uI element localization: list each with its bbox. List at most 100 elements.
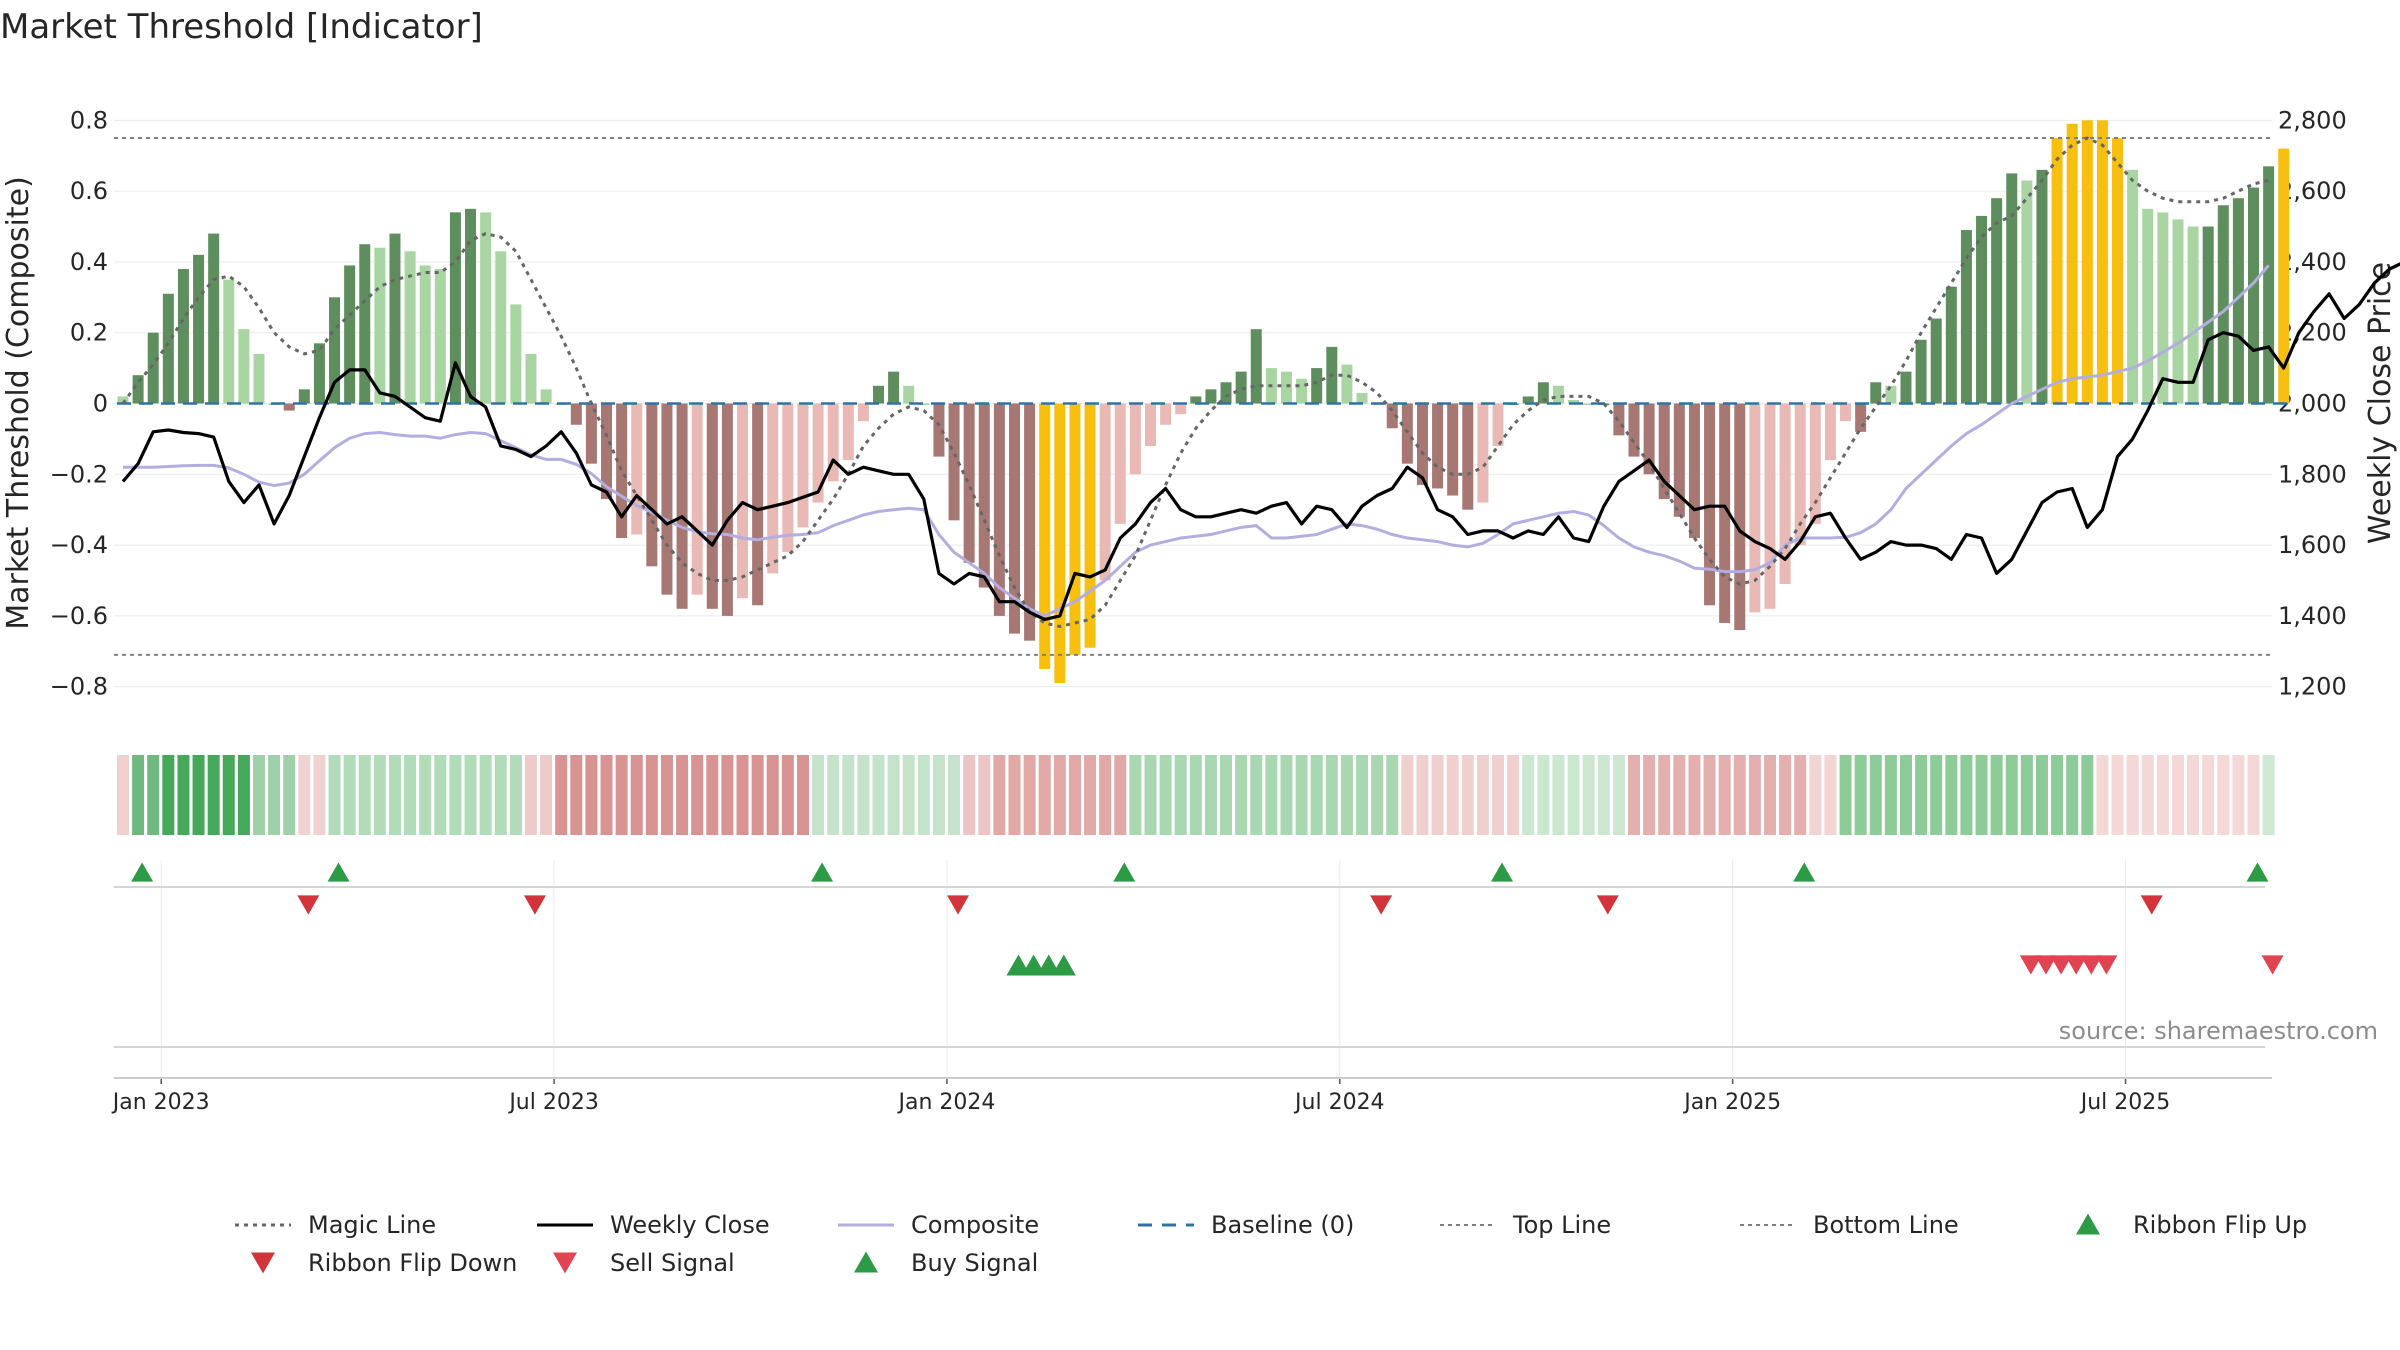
composite-bar xyxy=(812,403,824,503)
ribbon-cell xyxy=(1023,755,1036,835)
ribbon-cell xyxy=(1159,755,1172,835)
legend-label: Buy Signal xyxy=(911,1249,1038,1277)
composite-bar xyxy=(1855,403,1867,432)
sell-signal-marker xyxy=(2019,955,2042,975)
legend-swatch xyxy=(251,1252,275,1274)
sell-signal-marker xyxy=(2034,955,2057,975)
y-tick-label-right: 1,800 xyxy=(2278,460,2347,488)
ribbon-cell xyxy=(147,755,160,835)
ribbon-cell xyxy=(1507,755,1520,835)
composite-bar xyxy=(117,396,129,404)
composite-bar xyxy=(389,233,401,404)
composite-bar xyxy=(1296,378,1308,404)
legend-item: Baseline (0) xyxy=(1138,1211,1354,1239)
ribbon-cell xyxy=(2081,755,2094,835)
composite-bar xyxy=(797,403,809,528)
ribbon-cell xyxy=(645,755,658,835)
y-tick-label-right: 2,600 xyxy=(2278,177,2347,205)
x-tick-label: Jul 2023 xyxy=(507,1090,599,1115)
ribbon-cell xyxy=(434,755,447,835)
ribbon-cell xyxy=(1008,755,1021,835)
y-tick-label-left: 0 xyxy=(93,390,108,418)
composite-bar xyxy=(1160,403,1172,425)
composite-bar xyxy=(646,403,658,567)
composite-bar xyxy=(1688,403,1700,539)
ribbon-flip-up-marker xyxy=(327,862,350,882)
ribbon-cell xyxy=(1220,755,1233,835)
composite-bar xyxy=(721,403,733,616)
composite-bar xyxy=(177,268,189,404)
legend-label: Weekly Close xyxy=(610,1211,770,1239)
composite-bar xyxy=(1991,198,2003,404)
ribbon-cell xyxy=(1446,755,1459,835)
composite-bar xyxy=(1840,403,1852,422)
y-tick-label-right: 2,800 xyxy=(2278,106,2347,134)
ribbon-cell xyxy=(2156,755,2169,835)
ribbon-cell xyxy=(1265,755,1278,835)
weekly-close-line xyxy=(121,262,2400,621)
composite-bar xyxy=(585,403,597,464)
ribbon-cell xyxy=(2111,755,2124,835)
composite-bar xyxy=(737,403,749,599)
ribbon-cell xyxy=(615,755,628,835)
composite-bar xyxy=(1220,382,1232,404)
ribbon-cell xyxy=(781,755,794,835)
legend-swatch xyxy=(553,1252,577,1274)
ribbon-cell xyxy=(268,755,281,835)
composite-bar xyxy=(1311,368,1323,404)
composite-bar xyxy=(1522,396,1534,404)
y-tick-label-left: −0.4 xyxy=(50,531,108,559)
legend-item: Ribbon Flip Up xyxy=(2076,1211,2307,1239)
composite-bar xyxy=(1084,403,1096,648)
y-axis-ticks-right: 2,800 2,600 2,400 2,200 2,000 1,800 1,600 1,400… xyxy=(2278,106,2347,700)
ribbon-cell xyxy=(1567,755,1580,835)
series-lines xyxy=(121,136,2400,629)
ribbon-cell xyxy=(857,755,870,835)
ribbon-flip-up-marker xyxy=(131,862,154,882)
legend-swatch xyxy=(854,1251,878,1273)
ribbon-cell xyxy=(313,755,326,835)
ribbon-cell xyxy=(676,755,689,835)
composite-bar xyxy=(1144,403,1156,446)
ribbon-cell xyxy=(963,755,976,835)
ribbon-cell xyxy=(2035,755,2048,835)
ribbon-cell xyxy=(132,755,145,835)
ribbon-cell xyxy=(1340,755,1353,835)
ribbon-cell xyxy=(1899,755,1912,835)
composite-bar xyxy=(1477,403,1489,503)
composite-bar xyxy=(1356,392,1368,404)
ribbon-cell xyxy=(1915,755,1928,835)
signal-rows xyxy=(131,862,2284,976)
ribbon-cell xyxy=(419,755,432,835)
composite-bar xyxy=(1099,403,1111,581)
legend-label: Magic Line xyxy=(308,1211,436,1239)
composite-bar xyxy=(2096,120,2108,404)
ribbon-cell xyxy=(1114,755,1127,835)
composite-bar xyxy=(1462,403,1474,510)
ribbon-cell xyxy=(978,755,991,835)
ribbon-cell xyxy=(1612,755,1625,835)
composite-bar xyxy=(1432,403,1444,489)
ribbon-cell xyxy=(1144,755,1157,835)
composite-bar xyxy=(1416,403,1428,485)
ribbon-cell xyxy=(2262,755,2275,835)
magic-line xyxy=(121,136,2269,629)
composite-bar xyxy=(1749,403,1761,613)
composite-bar xyxy=(1039,403,1051,669)
ribbon-cell xyxy=(1960,755,1973,835)
composite-bar xyxy=(1900,371,1912,404)
ribbon-cell xyxy=(2171,755,2184,835)
composite-bar xyxy=(706,403,718,609)
ribbon-cell xyxy=(842,755,855,835)
composite-bar xyxy=(1976,215,1988,404)
composite-bar xyxy=(495,251,507,404)
ribbon-cell xyxy=(570,755,583,835)
ribbon-cell xyxy=(1552,755,1565,835)
composite-bar xyxy=(540,389,552,404)
composite-bar xyxy=(359,244,371,404)
ribbon-cell xyxy=(1295,755,1308,835)
legend-label: Ribbon Flip Down xyxy=(308,1249,517,1277)
ribbon-cell xyxy=(1492,755,1505,835)
ribbon-cell xyxy=(2187,755,2200,835)
ribbon-cell xyxy=(585,755,598,835)
